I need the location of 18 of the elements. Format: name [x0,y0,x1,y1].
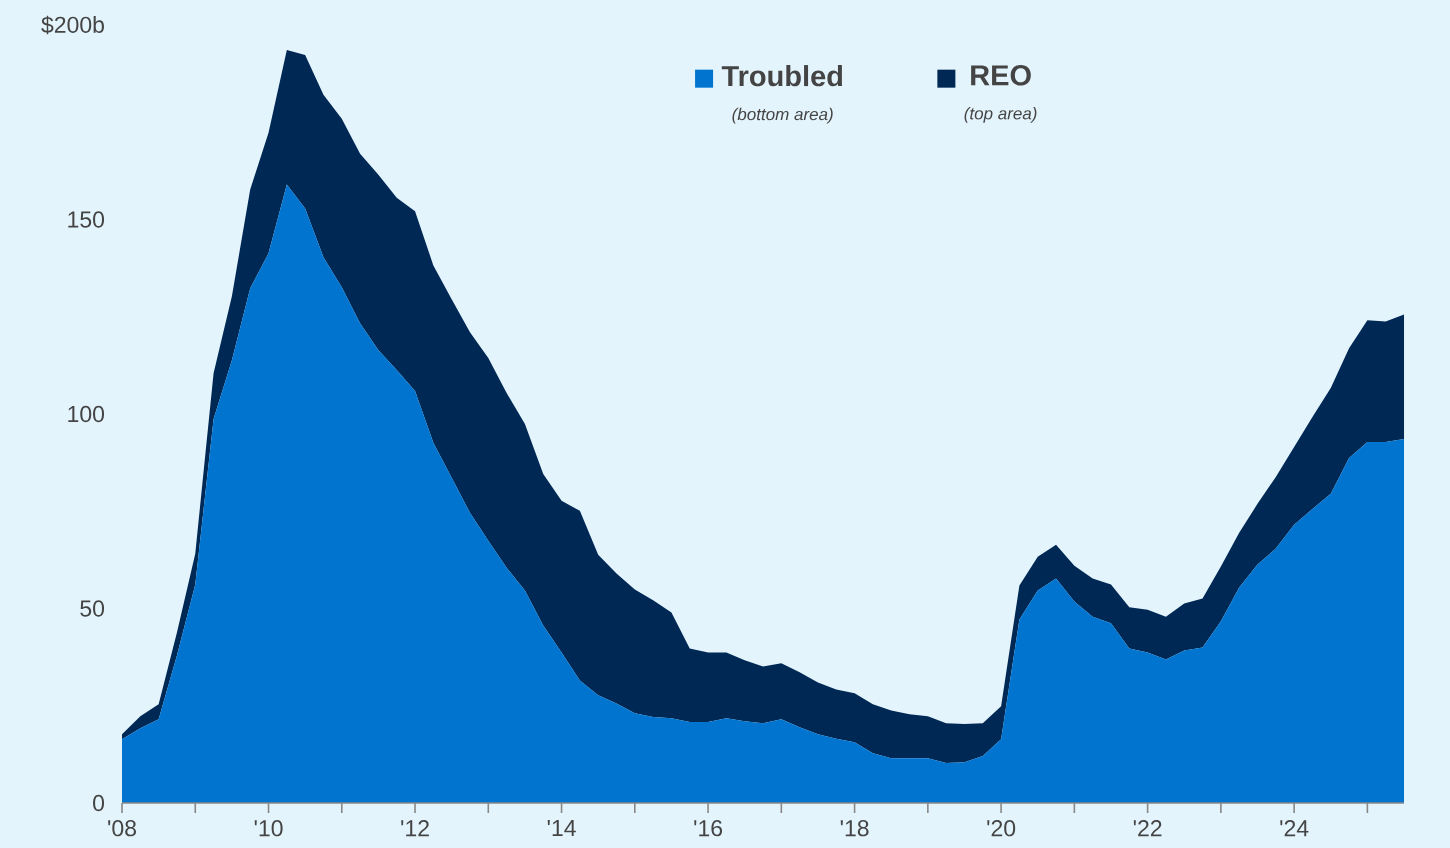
annotation: (bottom area) [732,107,833,124]
x-tick-label: '16 [694,820,723,837]
x-tick-label: '20 [987,820,1016,837]
x-tick-label: '22 [1133,820,1162,837]
x-tick-label: '08 [108,820,136,837]
x-tick-label: '14 [547,820,576,836]
legend-label: REO [971,65,1031,86]
legend-label: Troubled [721,65,843,87]
annotation: (top area) [964,107,1037,123]
x-tick-label: '12 [401,820,429,837]
y-tick-label: 150 [68,211,105,228]
y-tick-label: 0 [93,794,105,812]
y-tick-label: $200b [41,15,104,35]
y-tick-label: 50 [80,600,105,617]
x-tick-label: '24 [1280,820,1309,837]
x-tick-label: '18 [840,820,869,837]
y-tick-label: 100 [68,405,105,423]
x-tick-label: '10 [254,820,283,837]
